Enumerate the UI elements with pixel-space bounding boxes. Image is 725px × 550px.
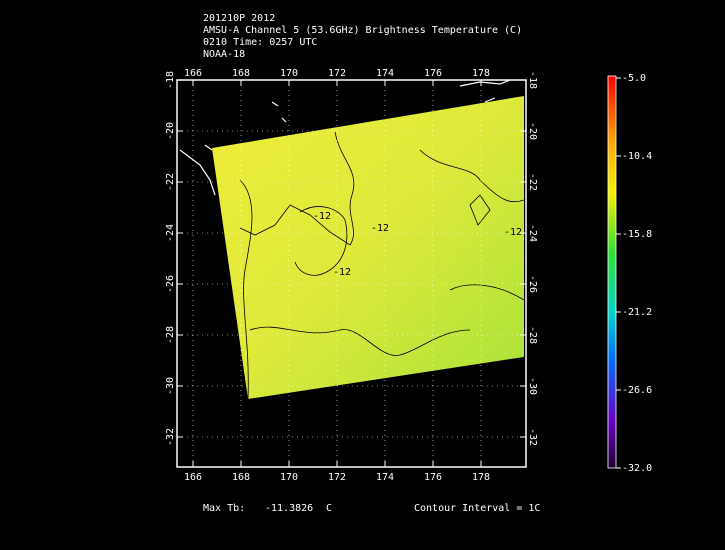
lon-label-bottom: 174 xyxy=(376,472,394,483)
colorbar-label: -5.0 xyxy=(622,73,646,84)
lat-label-left: -18 xyxy=(165,71,176,89)
colorbar xyxy=(607,75,617,469)
colorbar-label: -21.2 xyxy=(622,307,652,318)
lat-label-right: -18 xyxy=(527,71,538,89)
map-frame xyxy=(176,79,527,468)
max-unit: C xyxy=(326,503,332,514)
colorbar-label: -32.0 xyxy=(622,463,652,474)
lon-label-top: 172 xyxy=(328,68,346,79)
lat-label-right: -22 xyxy=(527,173,538,191)
lon-label-top: 170 xyxy=(280,68,298,79)
colorbar-label: -10.4 xyxy=(622,151,652,162)
swath xyxy=(212,96,524,399)
lat-label-right: -28 xyxy=(527,326,538,344)
lat-label-left: -28 xyxy=(165,326,176,344)
max-value: -11.3826 xyxy=(265,503,313,514)
contour-label: -12 xyxy=(504,227,522,238)
lon-label-top: 168 xyxy=(232,68,250,79)
lat-label-left: -30 xyxy=(165,377,176,395)
lat-label-left: -26 xyxy=(165,275,176,293)
lat-label-left: -32 xyxy=(165,428,176,446)
coastlines xyxy=(179,79,511,196)
lon-label-top: 178 xyxy=(472,68,490,79)
header-line: 0210 Time: 0257 UTC xyxy=(203,37,317,48)
footer: Max Tb: -11.3826 C Contour Interval = 1C xyxy=(203,503,540,514)
colorbar-label: -15.8 xyxy=(622,229,652,240)
lon-label-bottom: 170 xyxy=(280,472,298,483)
lon-label-bottom: 168 xyxy=(232,472,250,483)
lat-label-left: -20 xyxy=(165,122,176,140)
contours xyxy=(239,131,525,400)
lat-label-right: -30 xyxy=(527,377,538,395)
lat-label-right: -26 xyxy=(527,275,538,293)
header-line: AMSU-A Channel 5 (53.6GHz) Brightness Te… xyxy=(203,25,522,36)
colorbar-label: -26.6 xyxy=(622,385,652,396)
header-line: NOAA-18 xyxy=(203,49,245,60)
lat-label-right: -24 xyxy=(527,224,538,242)
contour-label: -12 xyxy=(333,267,351,278)
lat-label-left: -24 xyxy=(165,224,176,242)
lat-label-right: -20 xyxy=(527,122,538,140)
colorbar-labels: -5.0 -10.4 -15.8 -21.2 -26.6 -32.0 xyxy=(616,73,652,474)
lat-label-right: -32 xyxy=(527,428,538,446)
lat-label-left: -22 xyxy=(165,173,176,191)
max-label: Max Tb: xyxy=(203,503,245,514)
lon-label-top: 176 xyxy=(424,68,442,79)
lon-label-bottom: 166 xyxy=(184,472,202,483)
lon-label-top: 174 xyxy=(376,68,394,79)
contour-label: -12 xyxy=(371,223,389,234)
lon-label-top: 166 xyxy=(184,68,202,79)
axes: 166 166 168 168 170 170 172 172 174 174 176 176 178 1… xyxy=(165,68,538,483)
lon-label-bottom: 176 xyxy=(424,472,442,483)
lon-label-bottom: 178 xyxy=(472,472,490,483)
contour-label: -12 xyxy=(313,211,331,222)
contour-interval: Contour Interval = 1C xyxy=(414,503,540,514)
lon-label-bottom: 172 xyxy=(328,472,346,483)
header-line: 201210P 2012 xyxy=(203,13,275,24)
